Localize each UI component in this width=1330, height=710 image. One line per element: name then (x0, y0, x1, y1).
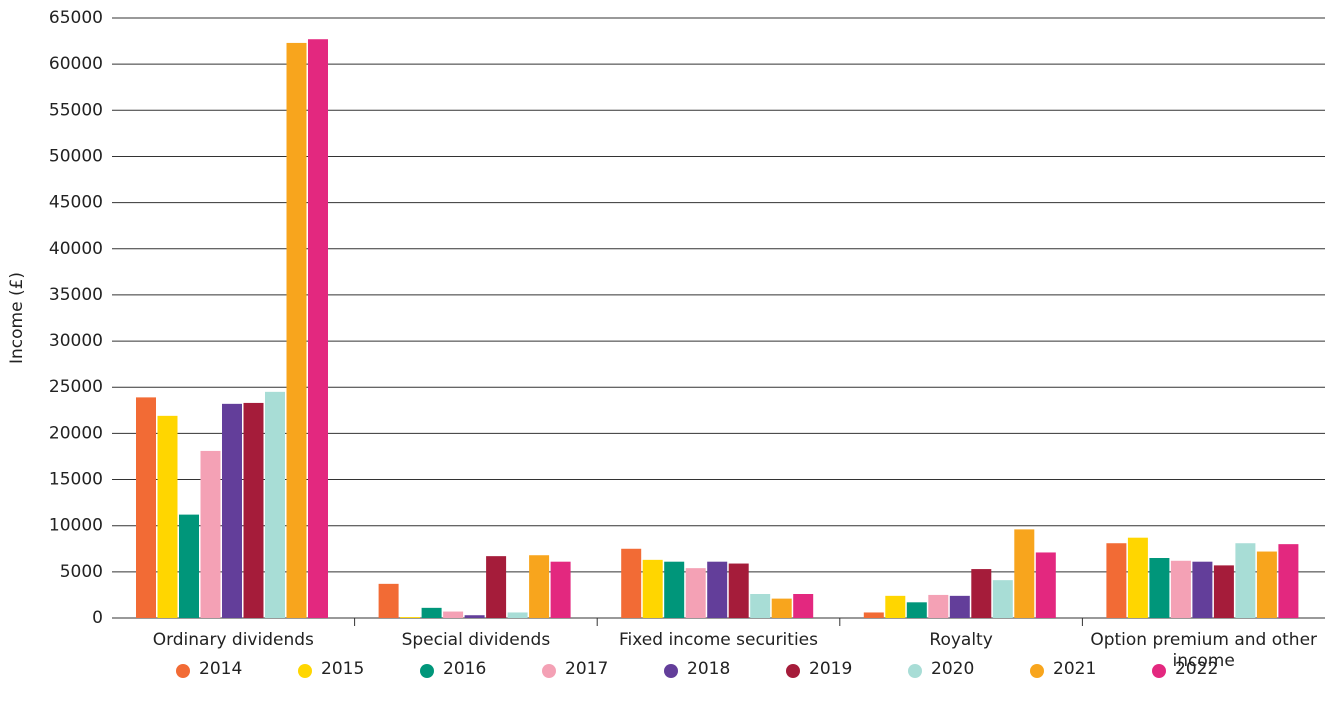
legend-marker (786, 664, 800, 678)
bar (443, 611, 464, 618)
bar (378, 583, 399, 618)
bar (136, 397, 156, 618)
bar (486, 556, 507, 618)
bar (771, 598, 792, 618)
y-tick-label: 15000 (49, 470, 103, 490)
y-tick-label: 60000 (49, 54, 103, 74)
bar (949, 595, 970, 618)
x-tick-label: Ordinary dividends (152, 630, 314, 650)
bar (1192, 561, 1213, 618)
y-tick-label: 55000 (49, 100, 103, 120)
y-tick-label: 10000 (49, 516, 103, 536)
legend-label: 2017 (565, 659, 608, 679)
bar (750, 594, 771, 618)
legend-label: 2016 (443, 659, 486, 679)
bar (286, 42, 307, 618)
y-tick-label: 20000 (49, 423, 103, 443)
bar (200, 450, 221, 618)
legend-marker (542, 664, 556, 678)
bar (1170, 560, 1191, 618)
bar (464, 615, 485, 618)
bar (707, 561, 728, 618)
legend-marker (664, 664, 678, 678)
bar (1213, 565, 1234, 618)
legend-label: 2022 (1175, 659, 1218, 679)
y-tick-label: 45000 (49, 193, 103, 213)
bar (1106, 543, 1127, 618)
y-tick-label: 35000 (49, 285, 103, 305)
y-tick-label: 65000 (49, 8, 103, 28)
y-tick-label: 50000 (49, 146, 103, 166)
bar (265, 391, 285, 618)
bar (243, 402, 264, 618)
y-axis-label: Income (£) (7, 272, 27, 364)
bar (157, 415, 178, 618)
y-tick-label: 0 (92, 608, 103, 628)
bar (1235, 543, 1256, 618)
bar (1035, 552, 1056, 618)
y-tick-label: 30000 (49, 331, 103, 351)
bar (992, 580, 1013, 618)
bar (1256, 551, 1277, 618)
bar (1278, 544, 1299, 618)
legend-marker (908, 664, 922, 678)
legend-marker (1030, 664, 1044, 678)
bar (1149, 558, 1170, 618)
bar (685, 568, 706, 618)
bar (529, 555, 550, 618)
bar (928, 594, 949, 618)
y-tick-label: 25000 (49, 377, 103, 397)
bar (664, 561, 685, 618)
bar (863, 612, 884, 618)
y-tick-label: 40000 (49, 239, 103, 259)
bar (179, 514, 199, 618)
x-tick-label: Option premium and other income (1090, 630, 1318, 671)
legend-marker (176, 664, 190, 678)
legend-label: 2021 (1053, 659, 1096, 679)
legend-label: 2020 (931, 659, 974, 679)
bar (728, 563, 749, 618)
legend-marker (420, 664, 434, 678)
legend-label: 2014 (199, 659, 242, 679)
legend-marker (298, 664, 312, 678)
y-tick-label: 5000 (60, 562, 103, 582)
x-tick-label: Fixed income securities (619, 630, 818, 650)
bar (642, 559, 663, 618)
bar (793, 594, 814, 618)
bar (1014, 529, 1035, 618)
x-tick-label: Special dividends (401, 630, 551, 650)
legend-marker (1152, 664, 1166, 678)
x-tick-label: Royalty (929, 630, 993, 650)
bar (971, 569, 992, 618)
legend-label: 2019 (809, 659, 852, 679)
bar (308, 39, 328, 618)
bar (222, 403, 242, 618)
bar (550, 561, 571, 618)
bar (885, 595, 906, 618)
bar (906, 602, 927, 618)
bar (421, 607, 442, 618)
bar (507, 612, 528, 618)
legend-label: 2018 (687, 659, 730, 679)
bar (621, 548, 642, 618)
bar (400, 617, 421, 618)
bar (1127, 537, 1148, 618)
legend-label: 2015 (321, 659, 364, 679)
